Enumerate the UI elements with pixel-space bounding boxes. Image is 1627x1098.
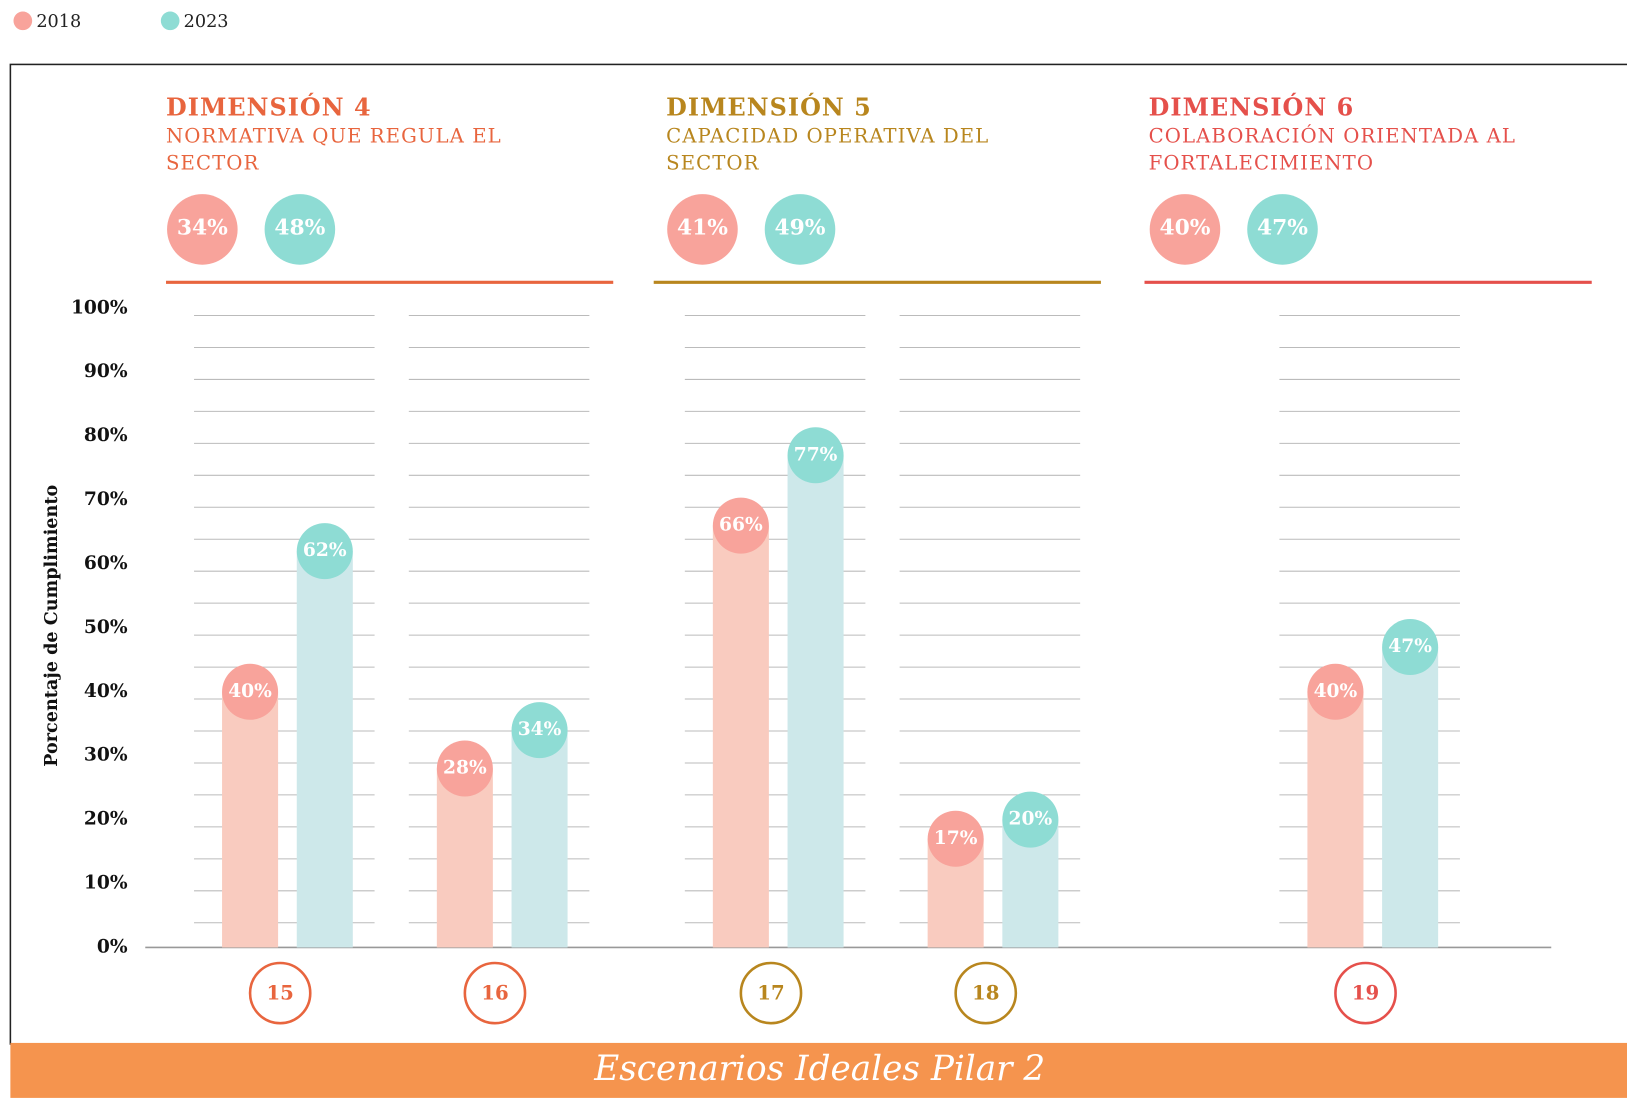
x-tick-label: 19 — [1352, 981, 1379, 1005]
bar-cap — [787, 427, 844, 484]
x-tick-label: 15 — [266, 981, 293, 1005]
value-label: 47% — [1388, 635, 1432, 657]
y-tick-label: 50% — [84, 616, 128, 638]
category-badge — [248, 961, 312, 1025]
y-tick-label: 40% — [84, 680, 128, 702]
summary-circle — [264, 194, 336, 265]
category-badge — [1334, 961, 1397, 1025]
bar-cap — [296, 523, 353, 580]
value-label: 62% — [303, 539, 347, 561]
bar-cap — [712, 497, 769, 554]
bar-cap — [1002, 791, 1059, 848]
bar-cap — [222, 663, 279, 720]
y-tick-label: 10% — [84, 872, 128, 894]
legend-marker — [160, 11, 180, 31]
value-label: 40% — [228, 680, 272, 702]
bar — [296, 551, 353, 948]
legend-marker — [13, 11, 33, 31]
y-tick-label: 80% — [84, 424, 128, 446]
value-label: 17% — [934, 827, 978, 849]
dimension-subtitle: SECTOR — [666, 152, 759, 175]
bar — [787, 455, 844, 948]
summary-label: 40% — [1159, 215, 1210, 240]
summary-circle — [1247, 194, 1318, 265]
dimension-subtitle: COLABORACIÓN ORIENTADA AL — [1149, 123, 1516, 148]
bar-cap — [927, 810, 984, 867]
y-tick-label: 60% — [84, 552, 128, 574]
legend-label: 2018 — [36, 12, 81, 32]
dimension-subtitle: NORMATIVA QUE REGULA EL — [166, 125, 502, 148]
y-tick-label: 30% — [84, 744, 128, 766]
x-tick-label: 16 — [481, 981, 508, 1005]
bar — [511, 730, 568, 948]
value-label: 20% — [1009, 808, 1053, 830]
category-badge — [463, 961, 527, 1025]
bar — [712, 525, 769, 948]
x-tick-label: 17 — [757, 981, 784, 1005]
bar-cap — [436, 740, 493, 797]
bar-cap — [1382, 619, 1439, 676]
footer-band — [10, 1042, 1627, 1098]
bar — [1307, 691, 1364, 948]
y-tick-label: 0% — [97, 935, 128, 957]
summary-circle — [764, 194, 836, 265]
category-badge — [954, 961, 1018, 1025]
y-axis-label: Porcentaje de Cumplimiento — [41, 485, 62, 767]
dimension-title: DIMENSIÓN 4 — [166, 93, 372, 122]
summary-circle — [1149, 194, 1221, 265]
value-label: 34% — [518, 718, 562, 740]
y-tick-label: 100% — [71, 296, 128, 318]
dimension-subtitle: SECTOR — [166, 152, 259, 175]
summary-label: 49% — [775, 215, 826, 240]
value-label: 40% — [1314, 680, 1358, 702]
y-tick-label: 90% — [84, 360, 128, 382]
dimension-subtitle: FORTALECIMIENTO — [1149, 152, 1374, 175]
bar — [222, 691, 279, 948]
summary-circle — [667, 194, 738, 265]
x-tick-label: 18 — [972, 981, 999, 1005]
dimension-subtitle: CAPACIDAD OPERATIVA DEL — [666, 125, 989, 148]
bar-cap — [511, 702, 568, 759]
y-tick-label: 70% — [84, 488, 128, 510]
category-badge — [739, 961, 803, 1025]
value-label: 66% — [719, 514, 763, 536]
dimension-title: DIMENSIÓN 6 — [1149, 93, 1355, 122]
bar-cap — [1307, 663, 1364, 720]
summary-label: 41% — [677, 215, 728, 240]
y-tick-label: 20% — [84, 808, 128, 830]
legend-label: 2023 — [184, 12, 229, 32]
value-label: 77% — [794, 443, 838, 465]
footer-title: Escenarios Ideales Pilar 2 — [593, 1049, 1045, 1089]
value-label: 28% — [443, 756, 487, 778]
summary-label: 34% — [177, 215, 228, 240]
bar — [436, 768, 493, 948]
summary-label: 48% — [274, 215, 325, 240]
bar — [1382, 647, 1439, 948]
dimension-title: DIMENSIÓN 5 — [666, 93, 872, 122]
summary-circle — [167, 194, 238, 265]
summary-label: 47% — [1257, 215, 1308, 240]
